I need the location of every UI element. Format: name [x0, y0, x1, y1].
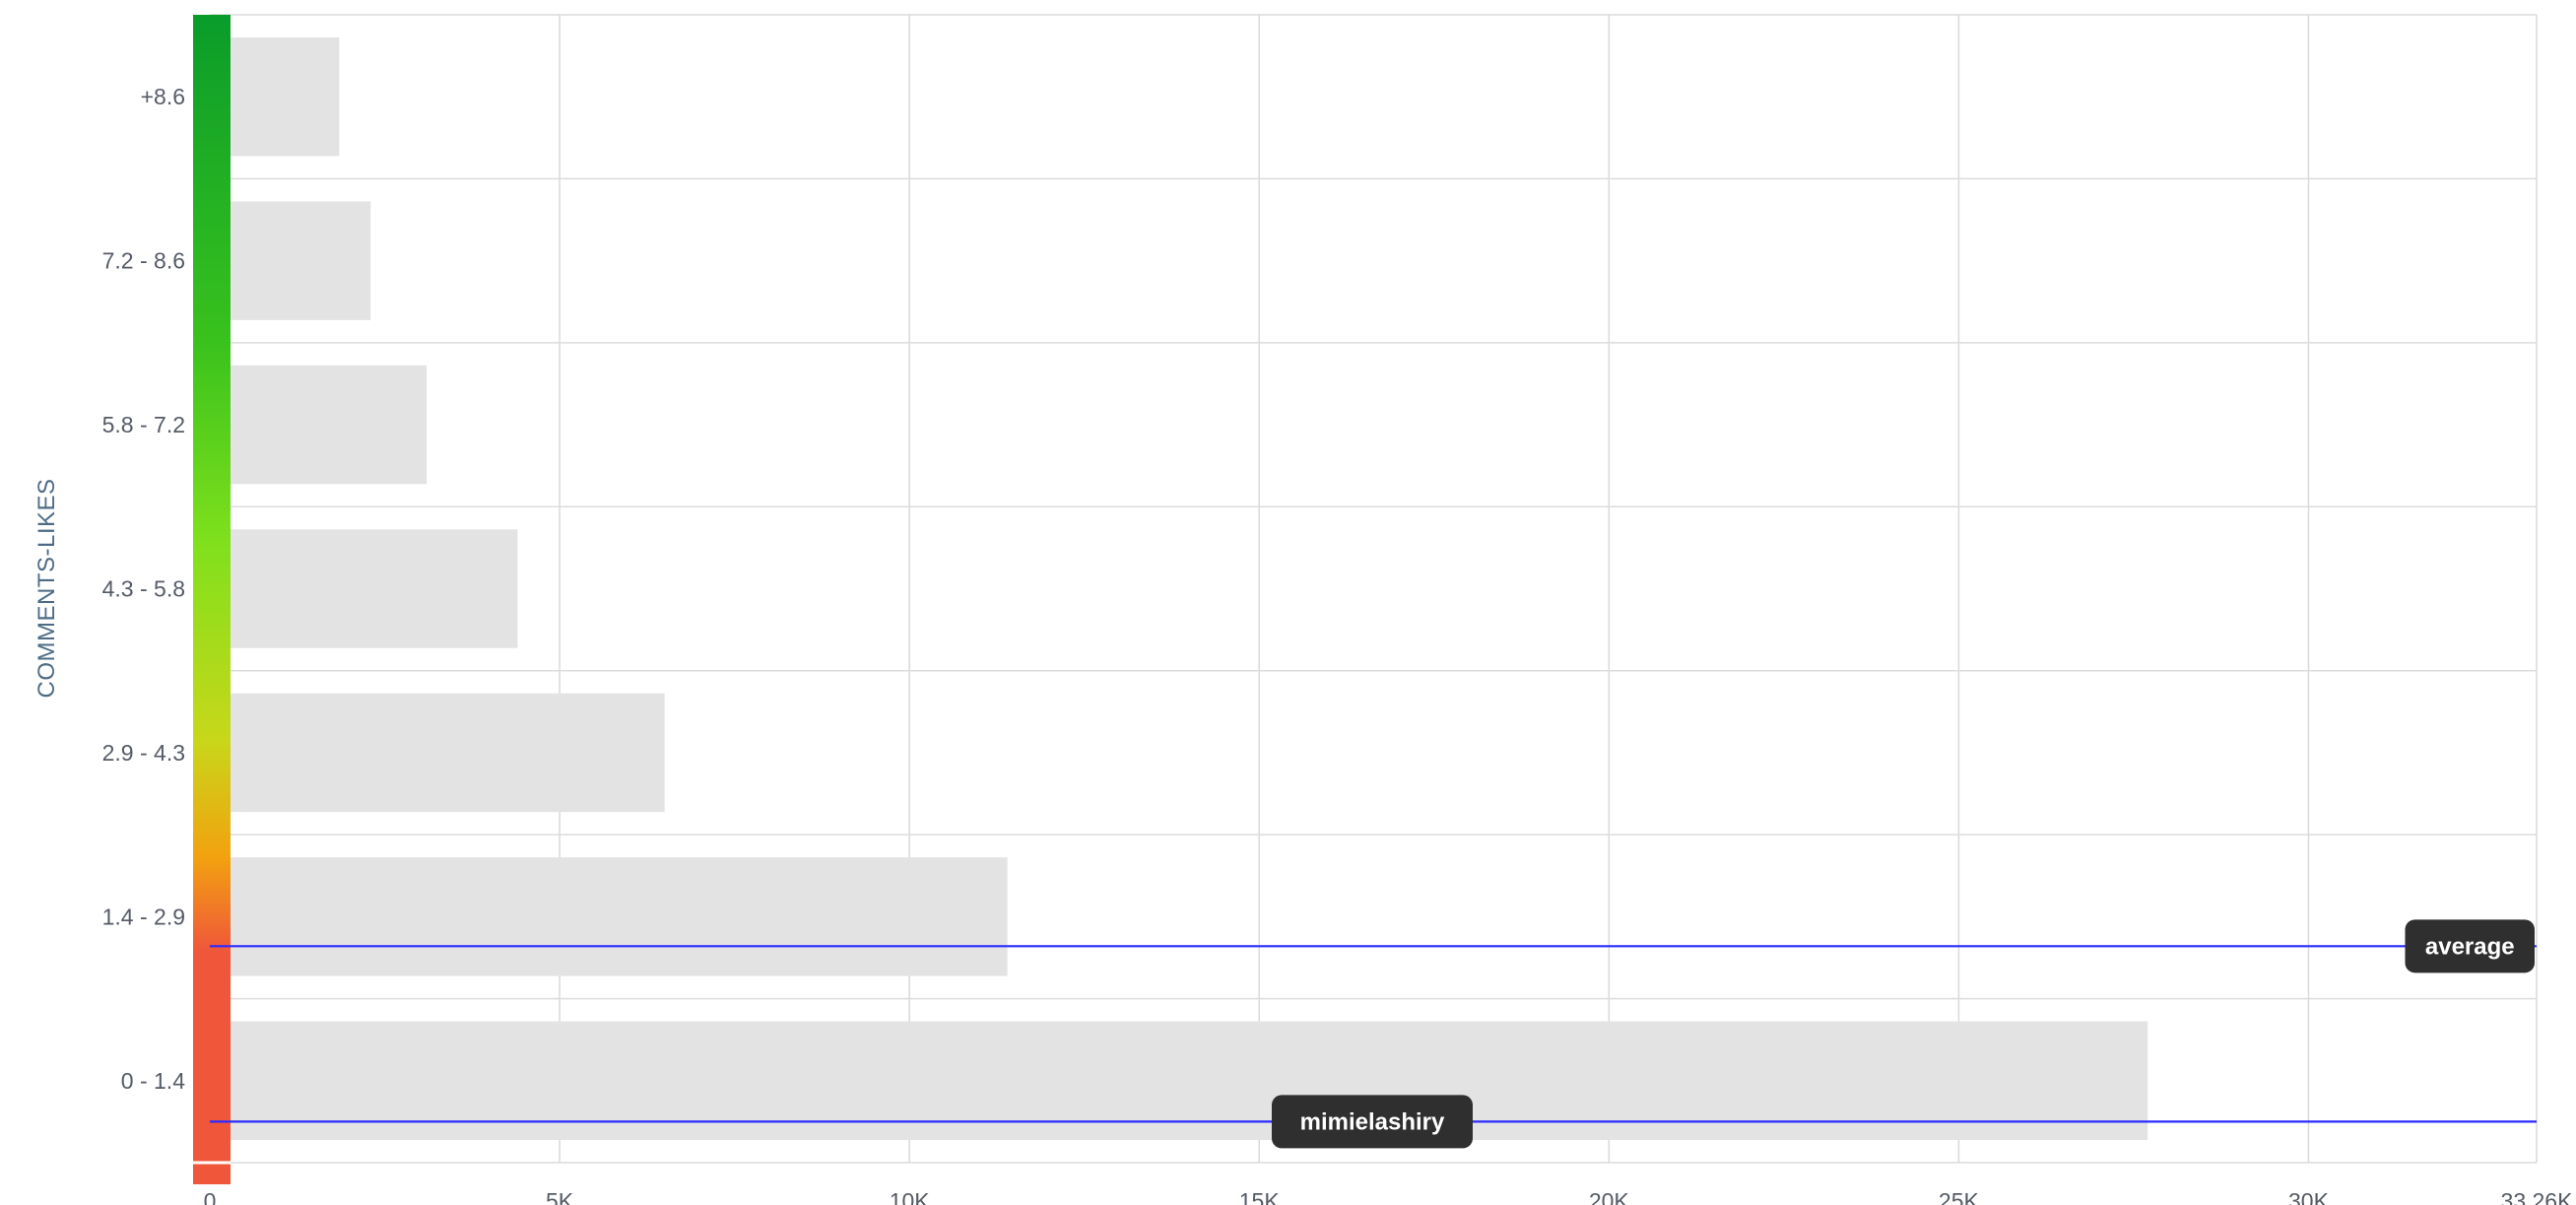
y-axis-title: COMMENTS-LIKES	[33, 478, 60, 698]
y-tick-label: 2.9 - 4.3	[102, 740, 185, 766]
y-tick-label: 0 - 1.4	[121, 1068, 185, 1094]
x-tick-label: 25K	[1939, 1188, 1980, 1205]
bar	[231, 365, 428, 485]
x-tick-label: 0	[204, 1188, 217, 1205]
reference-label-text: average	[2425, 933, 2515, 960]
bar	[231, 1021, 2148, 1140]
bar	[231, 529, 518, 648]
x-tick-label: 5K	[546, 1188, 574, 1205]
reference-label: mimielashiry	[1272, 1095, 1473, 1149]
y-tick-labels: +8.6 7.2 - 8.6 5.8 - 7.2 4.3 - 5.8 2.9 - 4.3…	[102, 84, 186, 1094]
x-tick-label: 30K	[2288, 1188, 2330, 1205]
reference-lines: average mimielashiry	[210, 919, 2537, 1149]
y-tick-label: +8.6	[141, 84, 185, 109]
color-scale-bar	[193, 15, 231, 1184]
reference-label: average	[2405, 919, 2535, 973]
reference-label-box	[2405, 919, 2535, 973]
x-tick-label: 20K	[1589, 1188, 1630, 1205]
color-scale-strip	[193, 15, 231, 1184]
x-tick-label: 15K	[1239, 1188, 1281, 1205]
y-tick-label: 5.8 - 7.2	[102, 412, 185, 437]
bar	[231, 37, 340, 157]
bar	[231, 693, 665, 813]
y-tick-label: 4.3 - 5.8	[102, 576, 185, 602]
x-tick-label: 33.26K	[2501, 1188, 2574, 1205]
bar	[231, 201, 371, 320]
y-tick-label: 7.2 - 8.6	[102, 248, 185, 274]
x-tick-label: 10K	[890, 1188, 931, 1205]
grid-layer	[209, 14, 2538, 1164]
reference-label-box	[1272, 1095, 1473, 1149]
reference-label-text: mimielashiry	[1300, 1108, 1445, 1135]
bar	[231, 857, 1008, 976]
bars-layer	[231, 37, 2148, 1140]
y-tick-label: 1.4 - 2.9	[102, 904, 185, 929]
x-tick-labels: 0 5K 10K 15K 20K 25K 30K 33.26K	[204, 1188, 2574, 1205]
